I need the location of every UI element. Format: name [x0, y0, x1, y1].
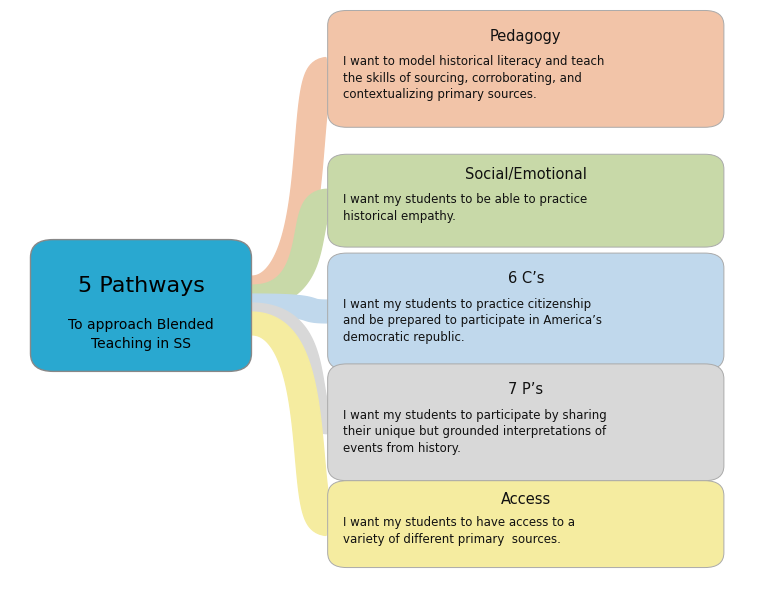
Text: Pedagogy: Pedagogy [490, 29, 562, 44]
Polygon shape [251, 189, 331, 308]
FancyBboxPatch shape [30, 240, 251, 371]
Text: 5 Pathways: 5 Pathways [78, 276, 204, 296]
Text: I want my students to be able to practice
historical empathy.: I want my students to be able to practic… [343, 193, 588, 223]
Text: Access: Access [501, 492, 551, 507]
Polygon shape [251, 58, 335, 299]
FancyBboxPatch shape [328, 253, 724, 370]
FancyBboxPatch shape [328, 154, 724, 247]
Text: To approach Blended
Teaching in SS: To approach Blended Teaching in SS [68, 317, 214, 351]
Text: 6 C’s: 6 C’s [507, 271, 544, 286]
Polygon shape [251, 303, 331, 434]
Text: I want to model historical literacy and teach
the skills of sourcing, corroborat: I want to model historical literacy and … [343, 55, 604, 101]
FancyBboxPatch shape [328, 480, 724, 568]
Text: Social/Emotional: Social/Emotional [465, 167, 587, 182]
FancyBboxPatch shape [328, 11, 724, 128]
Polygon shape [251, 312, 334, 536]
Polygon shape [251, 294, 328, 323]
Text: 7 P’s: 7 P’s [508, 382, 543, 397]
Text: I want my students to have access to a
variety of different primary  sources.: I want my students to have access to a v… [343, 516, 575, 546]
Text: I want my students to participate by sharing
their unique but grounded interpret: I want my students to participate by sha… [343, 409, 607, 455]
FancyBboxPatch shape [328, 364, 724, 480]
Text: I want my students to practice citizenship
and be prepared to participate in Ame: I want my students to practice citizensh… [343, 298, 602, 344]
